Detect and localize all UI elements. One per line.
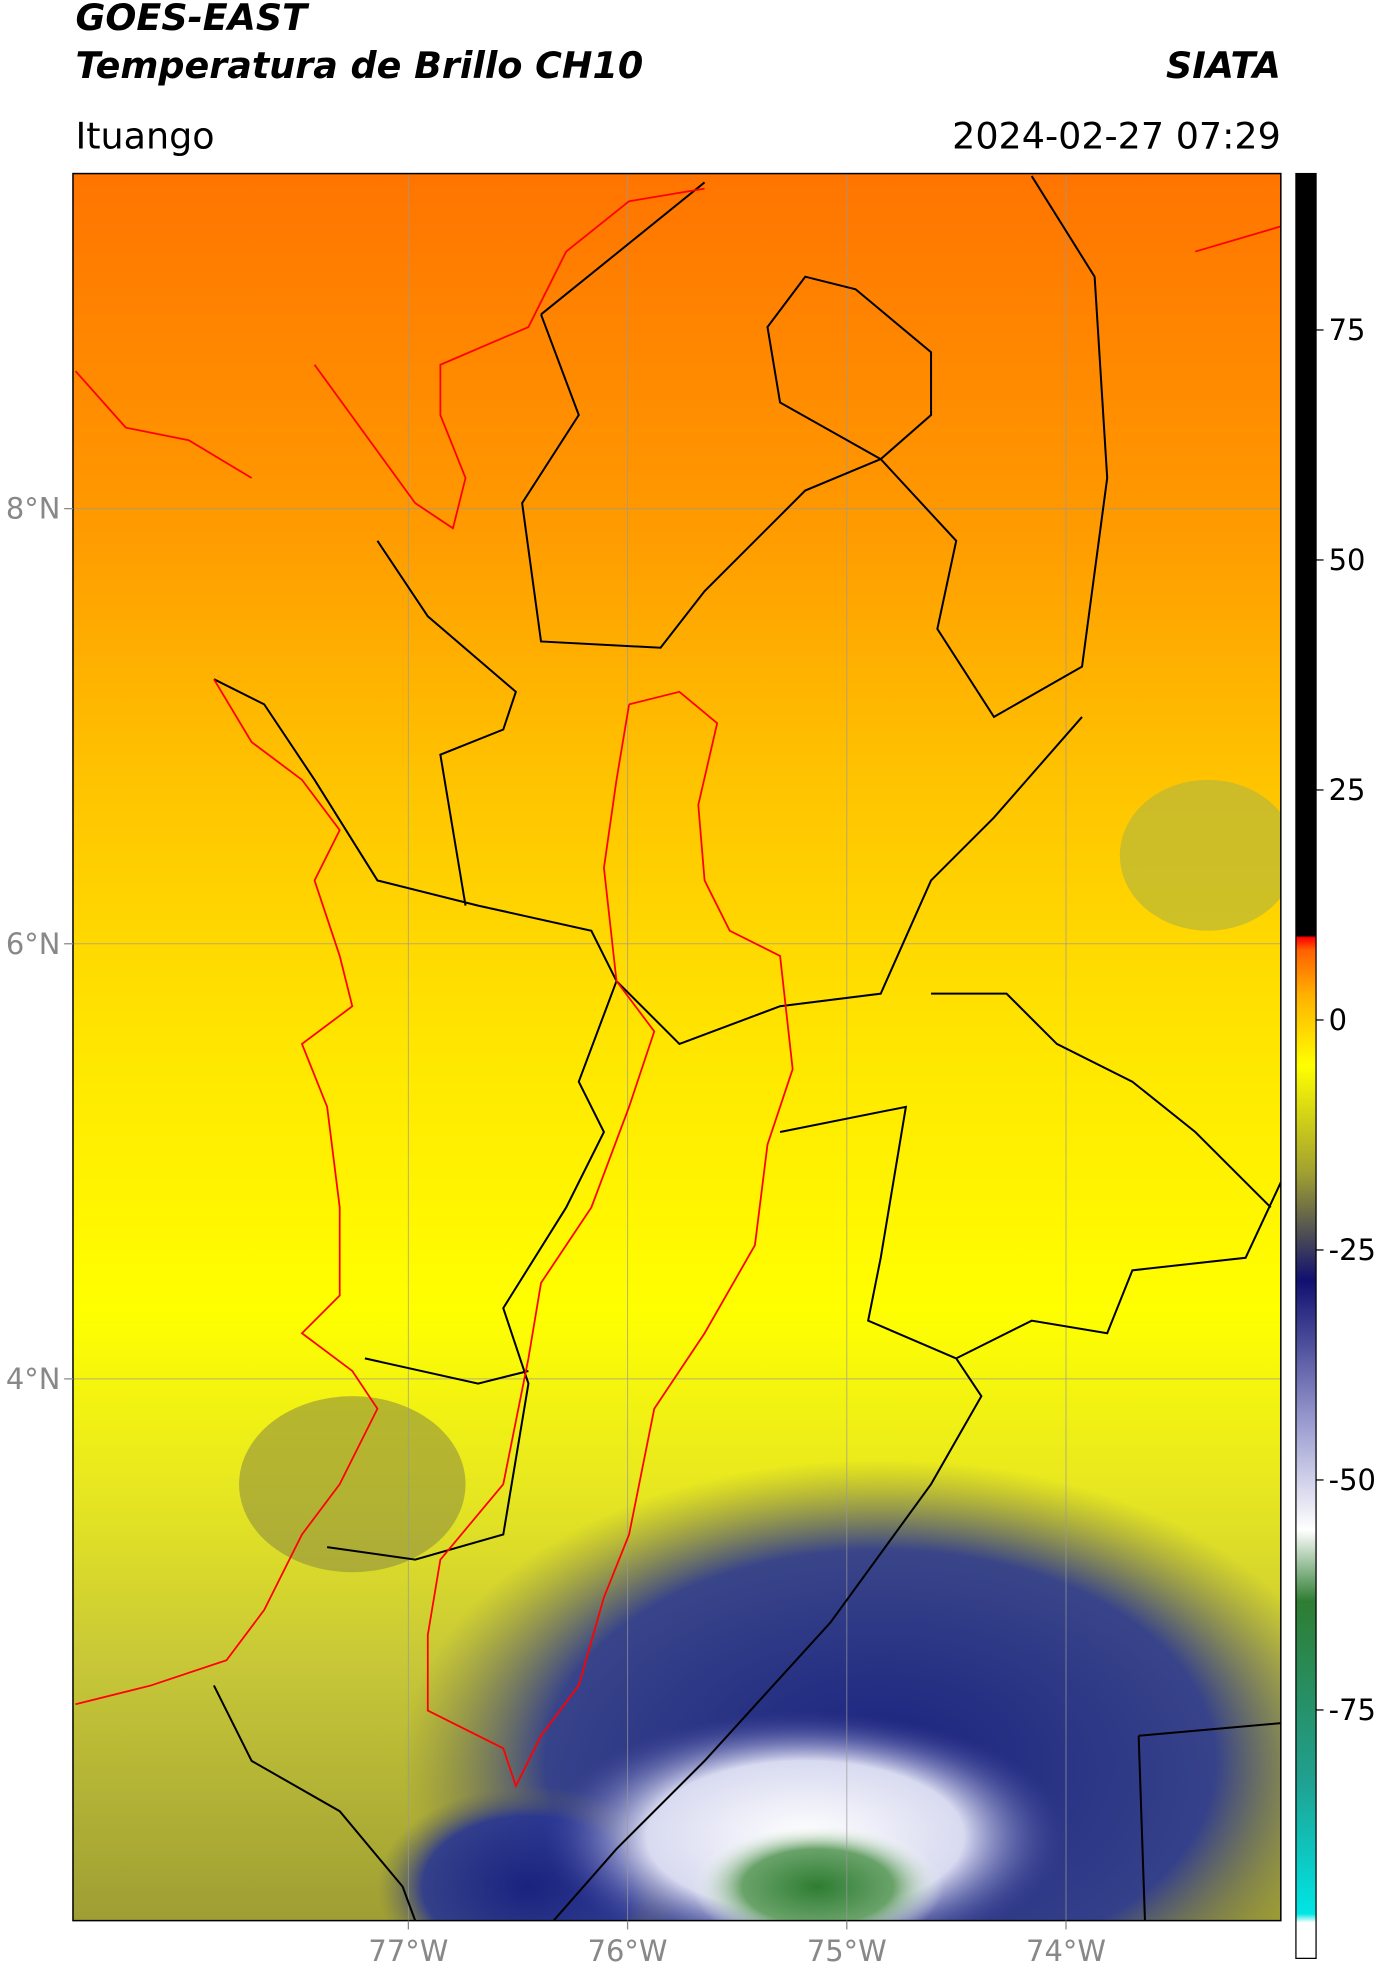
colorbar-tick-label: -75 — [1329, 1693, 1376, 1727]
timestamp: 2024-02-27 07:29 — [952, 114, 1281, 157]
title: GOES-EAST — [75, 0, 310, 39]
y-tick-label: 6°N — [6, 927, 61, 961]
x-tick-label: 75°W — [807, 1934, 887, 1968]
colorbar-tick-label: 0 — [1329, 1003, 1347, 1037]
region: Ituango — [75, 114, 214, 157]
colorbar-tick-label: -50 — [1329, 1463, 1376, 1497]
colorbar-tick-label: 25 — [1329, 773, 1366, 807]
colorbar-tick-label: -25 — [1329, 1233, 1376, 1267]
cloud — [239, 1396, 466, 1573]
x-tick-label: 76°W — [588, 1934, 668, 1968]
y-tick-label: 8°N — [6, 492, 61, 526]
colorbar-tick-label: 50 — [1329, 543, 1366, 577]
colorbar — [1295, 172, 1317, 1959]
colorbar-tick-label: 75 — [1329, 313, 1366, 347]
subtitle: Temperatura de Brillo CH10 — [75, 44, 643, 87]
source: SIATA — [1166, 44, 1281, 87]
cloud — [1119, 779, 1281, 931]
cloud — [692, 1823, 944, 1921]
x-tick-label: 74°W — [1026, 1934, 1106, 1968]
x-tick-label: 77°W — [368, 1934, 448, 1968]
map-image — [72, 173, 1281, 1921]
y-tick-label: 4°N — [6, 1362, 61, 1396]
plot-frame — [72, 172, 1282, 1922]
